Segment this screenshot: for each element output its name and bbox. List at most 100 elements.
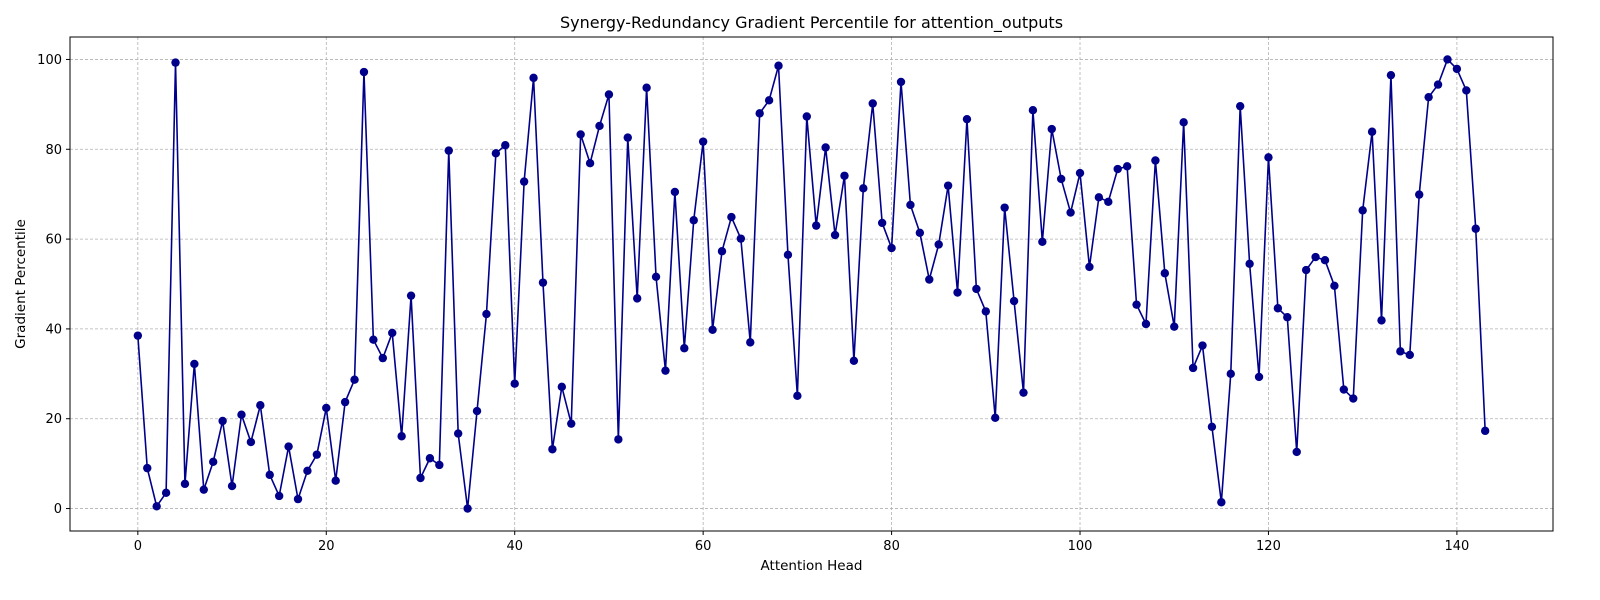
- data-point: [322, 403, 331, 413]
- series-layer: [133, 55, 1490, 513]
- y-axis: 0 20 40 60 80 100: [37, 53, 70, 517]
- data-point: [1462, 86, 1471, 95]
- x-tick-label: 60: [695, 539, 712, 554]
- data-point: [802, 112, 811, 121]
- data-point: [199, 485, 208, 494]
- data-point: [651, 272, 661, 282]
- data-point: [1056, 174, 1066, 184]
- data-point: [1471, 224, 1480, 233]
- data-point: [698, 137, 708, 146]
- data-point: [1000, 203, 1009, 212]
- data-point: [623, 133, 632, 142]
- data-point: [538, 278, 548, 287]
- data-point: [1188, 363, 1198, 373]
- data-point: [1283, 313, 1292, 322]
- data-point: [218, 416, 227, 426]
- data-point: [350, 375, 359, 384]
- data-point: [246, 437, 256, 447]
- data-point: [604, 90, 614, 99]
- data-point: [1264, 153, 1273, 162]
- data-point: [896, 77, 906, 87]
- data-point: [877, 218, 887, 228]
- data-point: [943, 181, 953, 190]
- data-point: [727, 212, 736, 222]
- data-point: [425, 454, 435, 463]
- data-point: [661, 366, 670, 375]
- data-point: [529, 73, 538, 83]
- data-point: [501, 141, 510, 150]
- data-point: [962, 114, 972, 124]
- data-point: [708, 325, 717, 335]
- data-point: [840, 171, 849, 180]
- data-point: [1047, 124, 1056, 134]
- y-tick-label: 40: [45, 322, 62, 337]
- data-point: [1443, 55, 1452, 64]
- data-point: [1160, 269, 1170, 278]
- data-point: [1386, 70, 1396, 80]
- y-tick-label: 0: [54, 502, 62, 517]
- data-point: [1094, 193, 1104, 202]
- data-point: [369, 335, 378, 344]
- data-point: [303, 466, 312, 476]
- chart-title: Synergy-Redundancy Gradient Percentile f…: [560, 13, 1063, 33]
- data-point: [1367, 127, 1377, 136]
- data-point: [1292, 447, 1301, 457]
- x-tick-label: 100: [1068, 539, 1093, 554]
- data-point: [746, 338, 755, 347]
- data-point: [209, 457, 218, 467]
- data-point: [1433, 80, 1443, 89]
- data-point: [1415, 190, 1424, 199]
- grid: [70, 37, 1553, 531]
- data-point: [1377, 316, 1386, 325]
- data-point: [1066, 208, 1075, 217]
- data-point: [736, 234, 746, 243]
- data-point: [642, 83, 651, 92]
- data-point: [972, 284, 981, 294]
- x-tick-label: 40: [506, 539, 523, 554]
- data-point: [1254, 372, 1264, 382]
- y-tick-label: 60: [45, 233, 62, 248]
- data-point: [1235, 101, 1245, 111]
- data-point: [830, 230, 840, 240]
- y-tick-label: 100: [37, 53, 62, 68]
- data-point: [557, 382, 567, 392]
- data-point: [453, 429, 463, 438]
- data-point: [821, 143, 830, 152]
- data-point: [868, 99, 877, 108]
- data-point: [1104, 197, 1113, 207]
- x-tick-label: 120: [1256, 539, 1281, 554]
- data-point: [1198, 341, 1207, 350]
- x-axis-title: Attention Head: [761, 558, 863, 574]
- data-point: [764, 96, 774, 105]
- series-line: [137, 58, 1486, 510]
- data-point: [1480, 426, 1490, 436]
- data-point: [444, 146, 453, 155]
- data-point: [406, 291, 416, 300]
- data-point: [293, 494, 303, 504]
- data-point: [388, 328, 397, 338]
- data-point: [859, 184, 868, 193]
- data-point: [152, 502, 161, 511]
- x-tick-label: 140: [1444, 539, 1469, 554]
- data-point: [576, 130, 585, 139]
- data-point: [161, 488, 171, 498]
- data-point: [1009, 296, 1019, 306]
- data-point: [887, 243, 896, 253]
- data-point: [1245, 259, 1254, 268]
- data-point: [1170, 322, 1179, 331]
- data-point: [256, 401, 265, 410]
- data-point: [1396, 347, 1405, 356]
- data-point: [1122, 162, 1132, 171]
- data-point: [472, 406, 482, 416]
- data-point: [519, 177, 529, 186]
- data-point: [227, 481, 237, 491]
- data-point: [378, 353, 388, 363]
- data-point: [463, 504, 472, 513]
- data-point: [783, 250, 793, 260]
- data-point: [1452, 64, 1462, 74]
- data-point: [1113, 164, 1122, 174]
- data-point: [981, 307, 990, 316]
- data-point: [190, 359, 199, 369]
- y-tick-label: 80: [45, 143, 62, 158]
